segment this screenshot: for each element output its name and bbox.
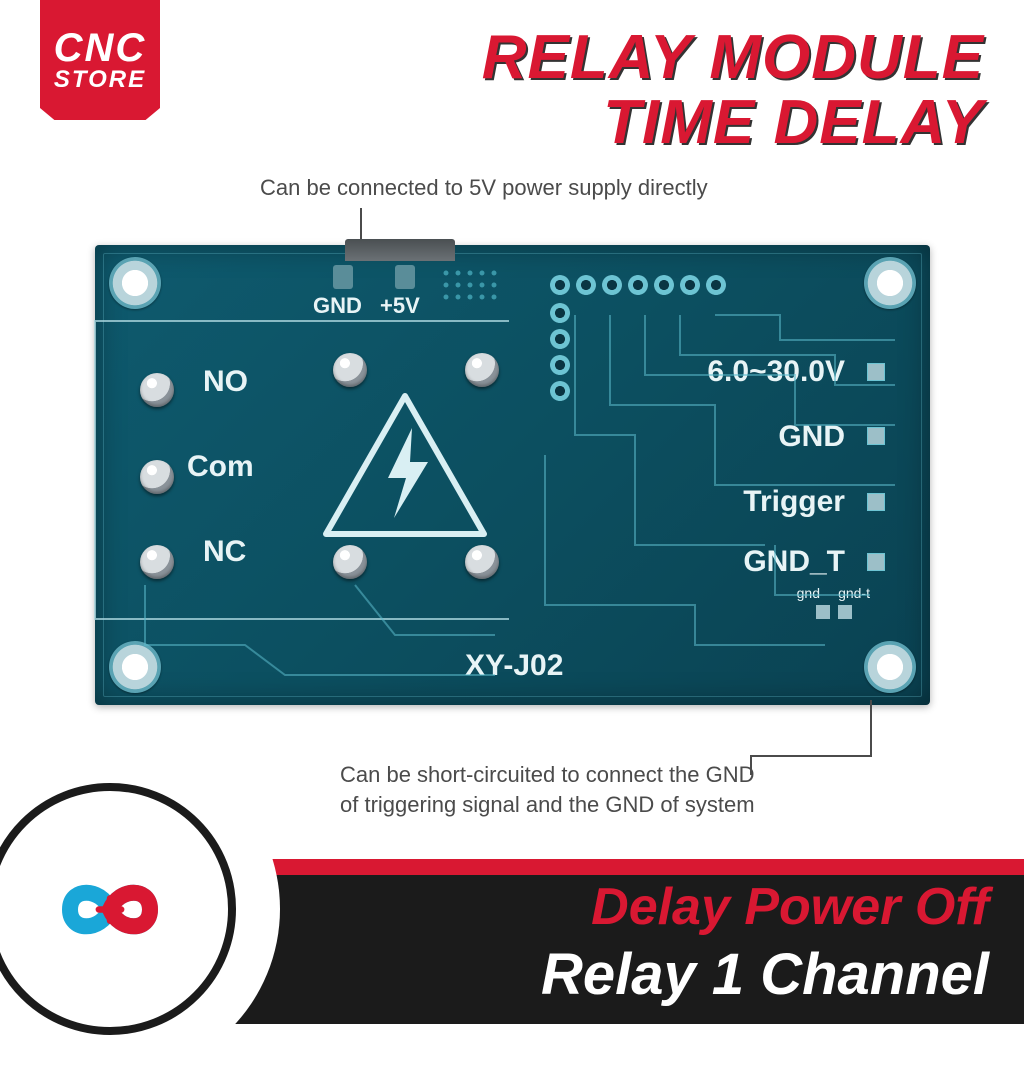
headline-line1: RELAY MODULE bbox=[482, 25, 984, 90]
silk-gnd-top: GND bbox=[313, 293, 362, 319]
annotation-bottom: Can be short-circuited to connect the GN… bbox=[340, 760, 755, 819]
annotation-bottom-l2: of triggering signal and the GND of syst… bbox=[340, 792, 755, 817]
solder-rivet bbox=[333, 545, 367, 579]
pad bbox=[395, 265, 415, 289]
footer-title2: Relay 1 Channel bbox=[541, 941, 989, 1008]
pcb-traces-left bbox=[135, 575, 515, 685]
annotation-bottom-l1: Can be short-circuited to connect the GN… bbox=[340, 762, 755, 787]
silk-com: Com bbox=[187, 450, 254, 484]
silk-nc: NC bbox=[203, 535, 246, 569]
pcb-board: NO Com NC GND +5V 6.0~30.0V GND Trigger … bbox=[95, 245, 930, 705]
silk-5v-top: +5V bbox=[380, 293, 420, 319]
solder-rivet bbox=[465, 545, 499, 579]
annotation-bottom-leader-h bbox=[750, 755, 872, 757]
brand-line2: STORE bbox=[54, 68, 146, 92]
pcb-traces bbox=[515, 285, 915, 685]
headline: RELAY MODULE TIME DELAY bbox=[482, 25, 984, 155]
usb-connector bbox=[345, 239, 455, 261]
pad bbox=[333, 265, 353, 289]
headline-line2: TIME DELAY bbox=[482, 90, 984, 155]
footer-title1: Delay Power Off bbox=[591, 877, 989, 937]
annotation-top: Can be connected to 5V power supply dire… bbox=[260, 175, 708, 201]
solder-rivet bbox=[140, 460, 174, 494]
solder-rivet bbox=[140, 373, 174, 407]
infinity-icon bbox=[30, 867, 190, 952]
solder-rivet bbox=[333, 353, 367, 387]
silk-no: NO bbox=[203, 365, 248, 399]
annotation-bottom-leader-v bbox=[870, 700, 872, 755]
solder-rivet bbox=[465, 353, 499, 387]
brand-line1: CNC bbox=[54, 28, 147, 68]
bullseye-ring bbox=[0, 783, 236, 1035]
mount-hole bbox=[109, 257, 161, 309]
via-grid bbox=[440, 267, 510, 316]
solder-rivet bbox=[140, 545, 174, 579]
high-voltage-icon bbox=[320, 390, 490, 540]
bullseye-logo bbox=[0, 739, 280, 1079]
brand-badge: CNC STORE bbox=[40, 0, 160, 120]
